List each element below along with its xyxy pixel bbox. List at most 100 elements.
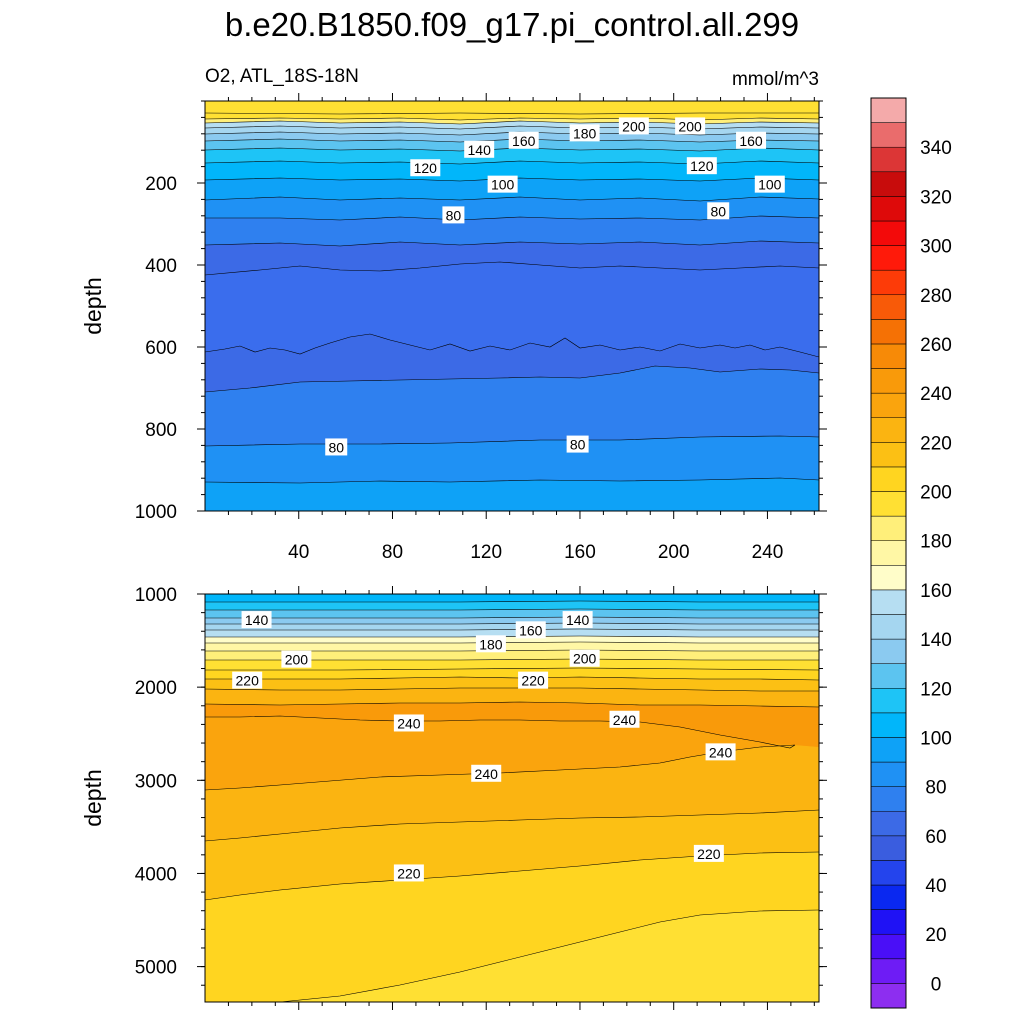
lower-plot-frame bbox=[204, 593, 820, 1003]
colorbar-swatch bbox=[870, 565, 907, 591]
upper-contour-label: 140 bbox=[464, 140, 495, 158]
lower-y-tick-label: 1000 bbox=[135, 585, 177, 606]
lower-contour-label: 240 bbox=[705, 743, 736, 761]
upper-x-tick-label: 200 bbox=[658, 542, 690, 563]
colorbar-frame bbox=[870, 97, 907, 1009]
lower-contour-label: 140 bbox=[562, 611, 593, 629]
contour-label-text: 80 bbox=[328, 439, 344, 455]
contour-label-box bbox=[410, 159, 441, 177]
lower-contour-label: 220 bbox=[693, 844, 724, 862]
upper-contour-lines bbox=[205, 112, 819, 484]
contour-label-text: 240 bbox=[613, 712, 637, 728]
upper-x-tick-label: 80 bbox=[382, 542, 403, 563]
colorbar-label: 240 bbox=[920, 384, 952, 405]
upper-panel: 40 80 120 160 200 240 200 400 600 800 1000 200 200 1… bbox=[80, 93, 827, 563]
colorbar-swatch bbox=[870, 515, 907, 541]
contour-label-box bbox=[475, 635, 506, 653]
colorbar-label: 280 bbox=[920, 286, 952, 307]
colorbar-swatch bbox=[870, 417, 907, 443]
lower-contour-label: 220 bbox=[518, 671, 549, 689]
contour-label-text: 180 bbox=[573, 125, 597, 141]
colorbar: 0 20 40 60 80 100 120 140 160 180 200 220 240 260 280 3… bbox=[870, 97, 952, 1009]
contour-label-box bbox=[566, 435, 589, 453]
chart-title: b.e20.B1850.f09_g17.pi_control.all.299 bbox=[225, 6, 799, 43]
colorbar-label: 320 bbox=[920, 187, 952, 208]
contour-label-text: 140 bbox=[468, 142, 492, 158]
upper-contour-label: 80 bbox=[325, 438, 348, 456]
contour-label-box bbox=[508, 131, 539, 149]
lower-contour-label: 220 bbox=[393, 864, 424, 882]
contour-label-text: 200 bbox=[622, 118, 646, 134]
colorbar-swatch bbox=[870, 171, 907, 197]
contour-label-text: 80 bbox=[570, 437, 586, 453]
contour-label-text: 140 bbox=[245, 612, 269, 628]
colorbar-swatch bbox=[870, 589, 907, 615]
contour-label-box bbox=[675, 117, 706, 135]
contour-label-text: 240 bbox=[397, 715, 421, 731]
upper-y-axis-label: depth bbox=[80, 277, 106, 335]
colorbar-swatch bbox=[870, 269, 907, 296]
contour-label-box bbox=[569, 649, 600, 667]
contour-label-text: 120 bbox=[414, 160, 438, 176]
lower-contour-label: 180 bbox=[475, 635, 506, 653]
contour-label-text: 200 bbox=[678, 118, 702, 134]
lower-y-tick-label: 4000 bbox=[135, 864, 177, 885]
lower-contour-label: 240 bbox=[471, 764, 502, 782]
colorbar-label: 340 bbox=[920, 138, 952, 159]
lower-panel: 1000 2000 3000 4000 5000 140 140 160 180 200 200 2… bbox=[80, 585, 827, 1010]
colorbar-swatch bbox=[870, 146, 907, 173]
upper-contour-label: 200 bbox=[675, 117, 706, 135]
units-subtitle: mmol/m^3 bbox=[732, 69, 819, 90]
colorbar-swatch bbox=[870, 663, 907, 689]
upper-y-tick-label: 200 bbox=[145, 174, 177, 195]
upper-contour-label: 100 bbox=[487, 175, 518, 193]
upper-contour-label: 80 bbox=[707, 202, 730, 220]
upper-y-tick-label: 1000 bbox=[135, 502, 177, 523]
colorbar-swatch bbox=[870, 712, 907, 738]
contour-label-text: 140 bbox=[566, 612, 590, 628]
left-subtitle: O2, ATL_18S-18N bbox=[205, 66, 359, 87]
colorbar-swatch bbox=[870, 196, 907, 222]
colorbar-swatch bbox=[870, 737, 907, 763]
colorbar-swatch bbox=[870, 540, 907, 566]
colorbar-swatch bbox=[870, 122, 907, 148]
lower-contour-label: 220 bbox=[232, 671, 263, 689]
contour-label-text: 220 bbox=[697, 846, 721, 862]
contour-label-box bbox=[325, 438, 348, 456]
colorbar-swatch bbox=[870, 392, 907, 418]
upper-x-tick-label: 160 bbox=[564, 542, 596, 563]
contour-label-box bbox=[232, 671, 263, 689]
lower-contour-label: 240 bbox=[609, 710, 640, 728]
colorbar-swatch bbox=[870, 220, 907, 246]
contour-label-text: 240 bbox=[709, 744, 733, 760]
colorbar-label: 80 bbox=[925, 778, 946, 799]
contour-label-box bbox=[241, 611, 272, 629]
colorbar-swatch bbox=[870, 835, 907, 861]
colorbar-swatch bbox=[870, 958, 907, 984]
colorbar-label: 40 bbox=[925, 876, 946, 897]
lower-y-tick-label: 5000 bbox=[135, 958, 177, 979]
colorbar-swatch bbox=[870, 319, 907, 345]
colorbar-swatch bbox=[870, 343, 907, 369]
colorbar-swatch bbox=[870, 884, 907, 910]
colorbar-swatch bbox=[870, 466, 907, 492]
upper-axes: 40 80 120 160 200 240 200 400 600 800 1000 bbox=[135, 93, 827, 563]
lower-contour-label: 160 bbox=[515, 621, 546, 639]
contour-label-box bbox=[487, 175, 518, 193]
colorbar-swatch bbox=[870, 933, 907, 960]
contour-label-text: 240 bbox=[475, 766, 499, 782]
contour-label-text: 160 bbox=[739, 133, 763, 149]
colorbar-swatch bbox=[870, 688, 907, 714]
upper-contour-label: 180 bbox=[569, 124, 600, 142]
upper-plot-frame bbox=[204, 100, 820, 512]
contour-label-text: 80 bbox=[446, 207, 462, 223]
upper-y-tick-label: 400 bbox=[145, 256, 177, 277]
colorbar-swatch bbox=[870, 638, 907, 664]
colorbar-swatch bbox=[870, 983, 907, 1009]
colorbar-label: 20 bbox=[925, 925, 946, 946]
colorbar-swatch bbox=[870, 614, 907, 640]
upper-x-tick-label: 120 bbox=[470, 542, 502, 563]
contour-label-text: 160 bbox=[519, 622, 543, 638]
contour-label-text: 220 bbox=[236, 673, 260, 689]
colorbar-label: 100 bbox=[920, 728, 952, 749]
